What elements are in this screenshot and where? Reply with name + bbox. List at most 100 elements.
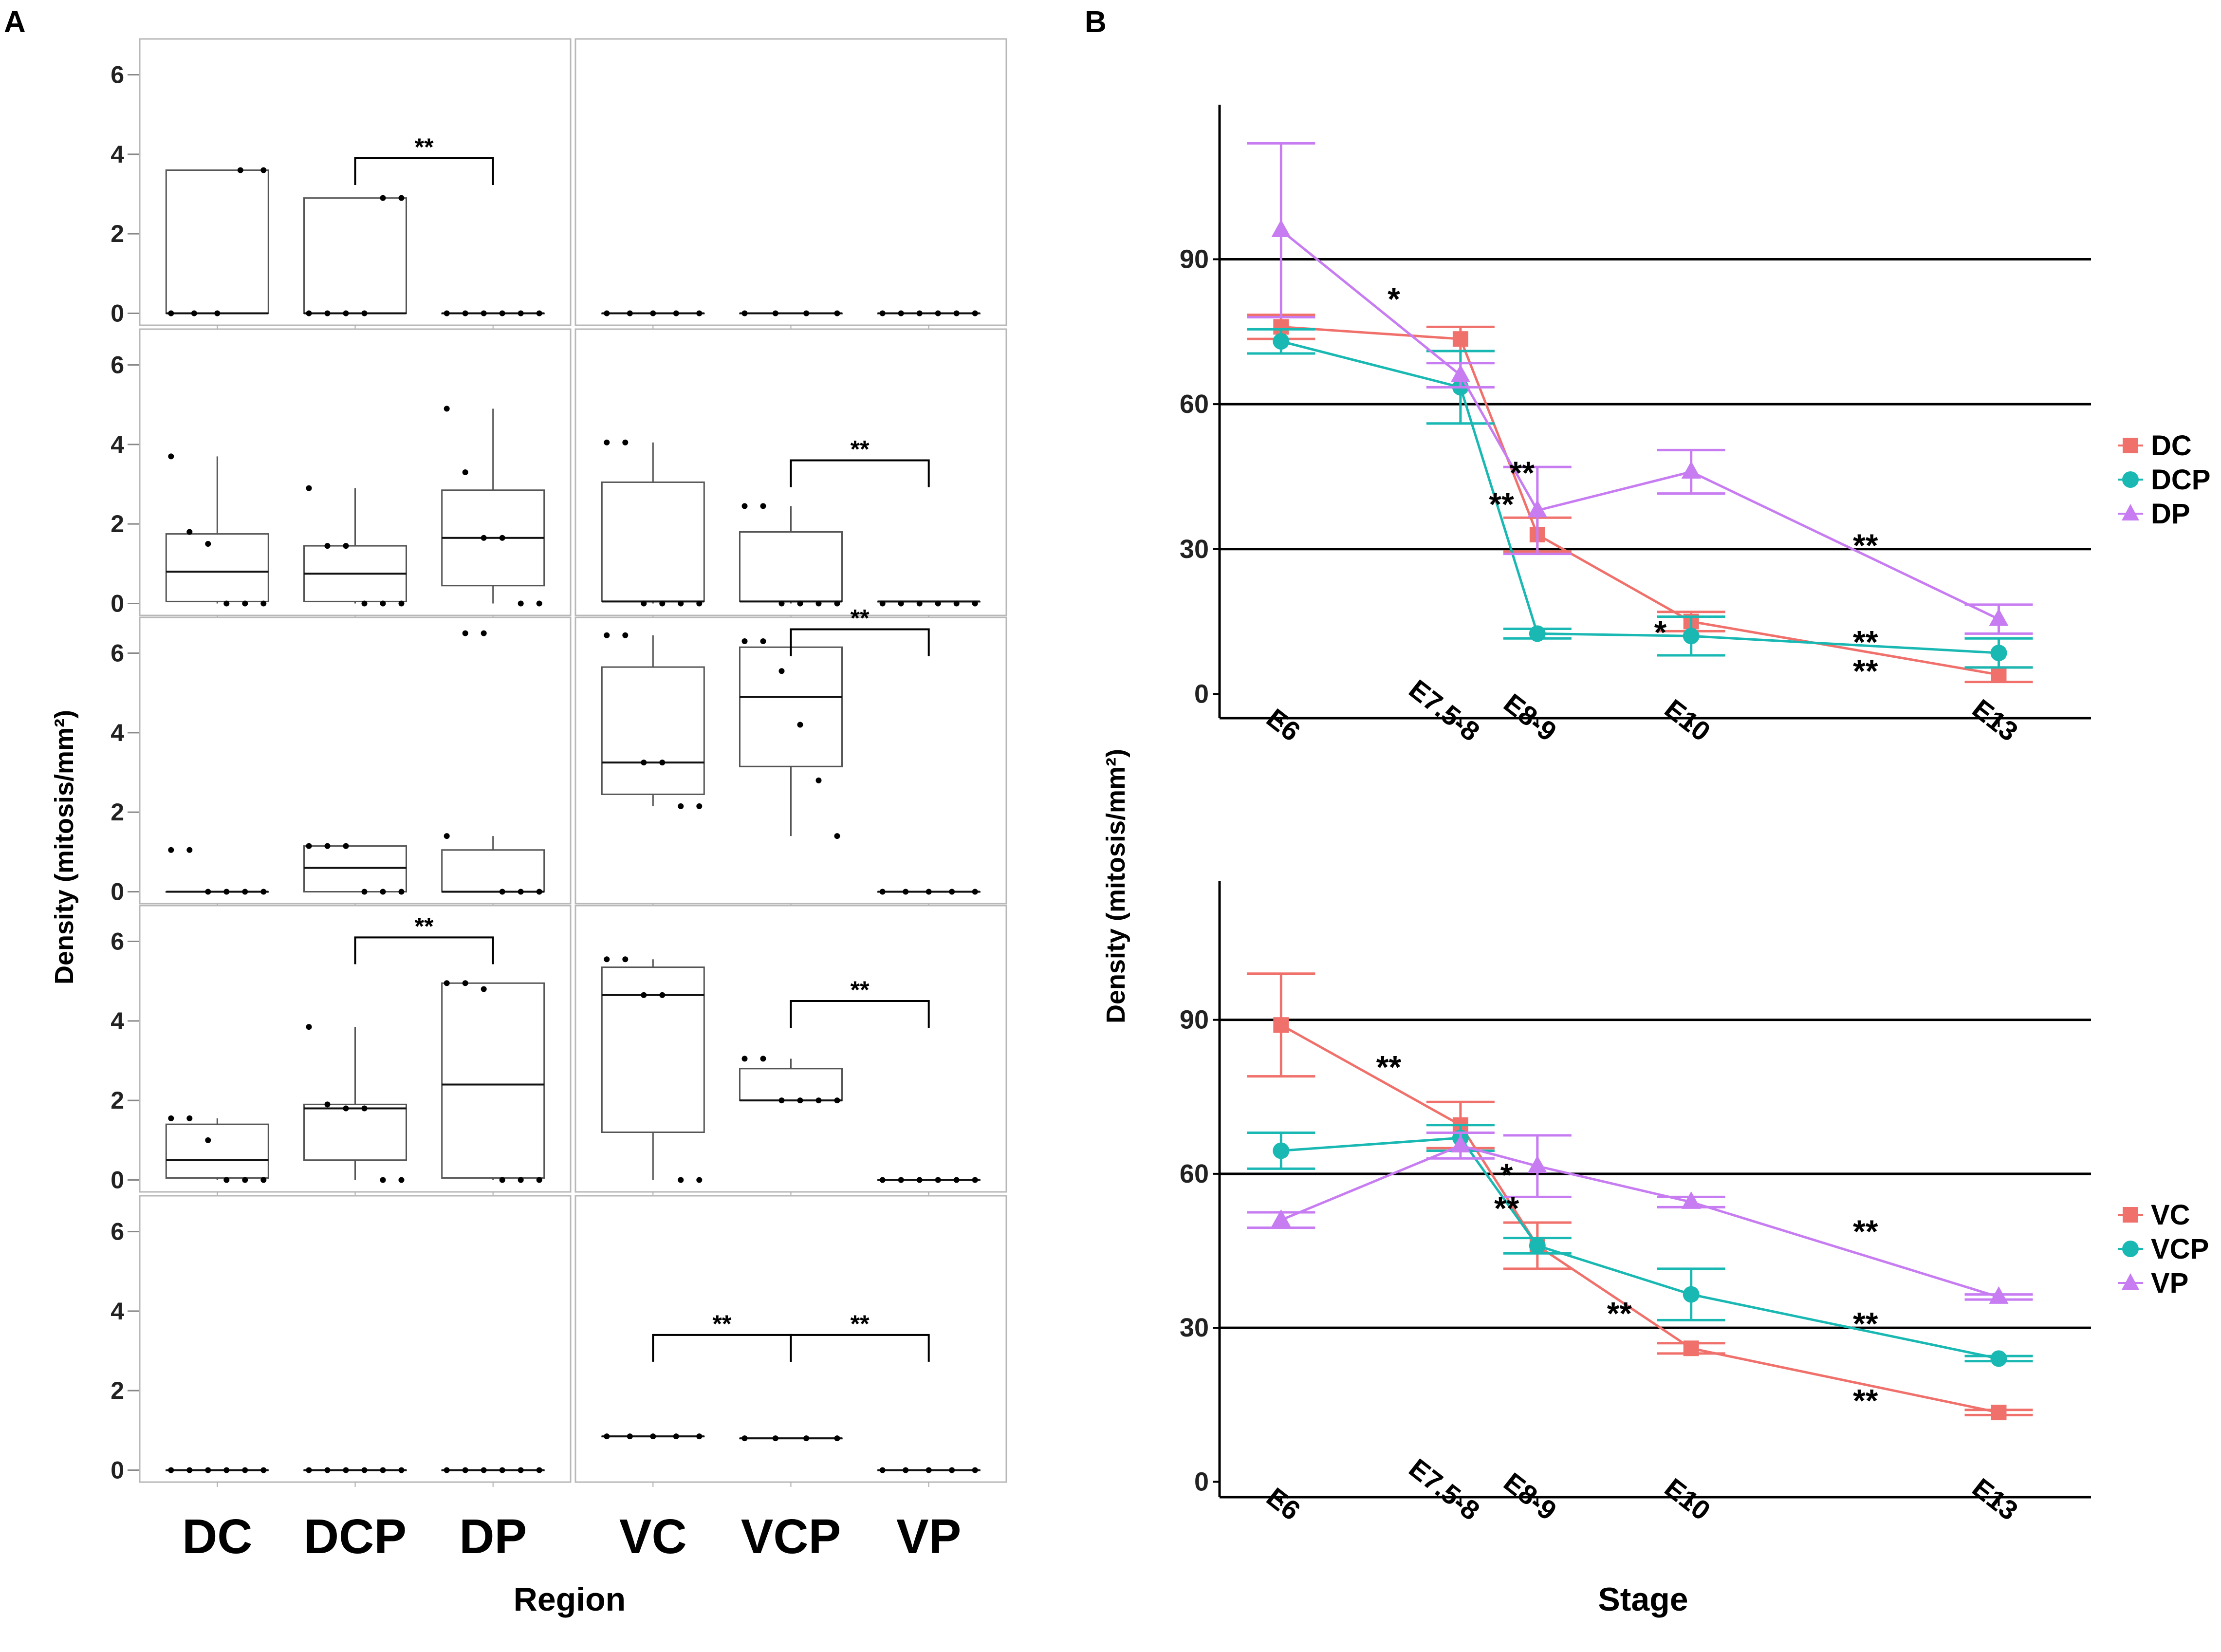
region-label-dcp: DCP bbox=[304, 1509, 407, 1564]
box-iqr bbox=[165, 533, 269, 602]
data-point bbox=[223, 1177, 230, 1183]
box-iqr bbox=[165, 169, 269, 314]
panel-b-y-axis-label: Density (mitosis/mm²) bbox=[1101, 749, 1130, 1023]
data-point bbox=[696, 803, 703, 809]
data-point bbox=[916, 1177, 923, 1183]
significance-annotation: * bbox=[1654, 614, 1667, 650]
data-point bbox=[237, 167, 243, 173]
data-point bbox=[898, 310, 904, 316]
data-point-circle bbox=[1683, 1286, 1700, 1303]
legend-marker-triangle bbox=[2122, 504, 2139, 520]
data-point bbox=[972, 310, 978, 316]
data-point bbox=[168, 847, 174, 853]
data-point bbox=[361, 310, 368, 316]
data-point bbox=[953, 310, 960, 316]
data-point bbox=[879, 600, 886, 607]
data-point bbox=[696, 310, 703, 316]
data-point-circle bbox=[1273, 333, 1290, 350]
panel-a-y-tick-label: 2 bbox=[111, 220, 124, 247]
panel-label-a: A bbox=[4, 5, 26, 39]
data-point bbox=[673, 310, 679, 316]
significance-label: ** bbox=[851, 436, 870, 463]
box-iqr bbox=[165, 1123, 269, 1179]
y-tick-label: 60 bbox=[1180, 1159, 1209, 1188]
data-point-square bbox=[1273, 1017, 1289, 1033]
data-point bbox=[879, 1177, 886, 1183]
data-point bbox=[462, 1467, 468, 1473]
data-point bbox=[361, 889, 368, 895]
data-point bbox=[223, 1467, 230, 1473]
significance-label: ** bbox=[851, 605, 870, 632]
data-point bbox=[499, 1467, 505, 1473]
significance-annotation: ** bbox=[1489, 486, 1514, 522]
series-line-dc bbox=[1281, 325, 1999, 676]
data-point bbox=[879, 310, 886, 316]
significance-bracket bbox=[354, 936, 494, 965]
data-point bbox=[242, 889, 248, 895]
panel-a-y-tick-label: 4 bbox=[111, 141, 124, 168]
legend-label-vcp: VCP bbox=[2151, 1233, 2209, 1265]
x-tick-label: E7.5-8 bbox=[1403, 1452, 1485, 1526]
data-point bbox=[481, 1467, 487, 1473]
data-point bbox=[380, 600, 386, 607]
data-point bbox=[741, 310, 748, 316]
panel-a-y-tick-label: 4 bbox=[111, 1298, 124, 1325]
data-point-triangle bbox=[1527, 1155, 1547, 1173]
box-iqr bbox=[441, 849, 545, 892]
data-point bbox=[898, 1177, 904, 1183]
panel-a-y-tick-label: 4 bbox=[111, 431, 124, 458]
data-point-square bbox=[1991, 667, 2007, 683]
data-point bbox=[214, 310, 221, 316]
series-line-vp bbox=[1280, 1144, 1999, 1299]
y-tick-label: 30 bbox=[1180, 535, 1209, 564]
data-point bbox=[949, 1467, 955, 1473]
data-point bbox=[772, 1435, 778, 1442]
data-point bbox=[343, 1105, 349, 1112]
data-point-triangle bbox=[1271, 219, 1291, 237]
series-line-vcp bbox=[1281, 1136, 1999, 1360]
box-iqr bbox=[739, 646, 843, 767]
box-iqr bbox=[441, 982, 545, 1179]
data-point bbox=[972, 600, 978, 607]
data-point bbox=[168, 1115, 174, 1121]
box-iqr bbox=[303, 1103, 407, 1161]
significance-annotation: * bbox=[1388, 281, 1400, 317]
significance-bracket bbox=[790, 1000, 930, 1028]
data-point bbox=[627, 310, 633, 316]
data-point bbox=[803, 310, 810, 316]
data-point bbox=[398, 600, 405, 607]
data-point bbox=[949, 889, 955, 895]
data-point-square bbox=[1683, 1340, 1699, 1356]
data-point bbox=[343, 1467, 349, 1473]
panel-a-y-tick-label: 4 bbox=[111, 719, 124, 746]
data-point bbox=[622, 632, 629, 638]
x-tick-label: E6 bbox=[1261, 1482, 1306, 1526]
data-point bbox=[696, 1177, 703, 1183]
panel-a-facet-frame bbox=[574, 38, 1007, 326]
data-point bbox=[935, 600, 941, 607]
legend-marker-triangle bbox=[2122, 1273, 2139, 1290]
data-point bbox=[380, 889, 386, 895]
panel-a-facet-frame bbox=[139, 1195, 572, 1483]
x-tick-label: E10 bbox=[1659, 693, 1716, 747]
data-point bbox=[741, 503, 748, 509]
data-point bbox=[760, 638, 766, 644]
region-label-vcp: VCP bbox=[741, 1509, 841, 1564]
data-point bbox=[627, 1433, 633, 1440]
data-point bbox=[306, 1467, 312, 1473]
box-iqr bbox=[303, 845, 407, 893]
data-point bbox=[191, 310, 197, 316]
data-point bbox=[879, 1467, 886, 1473]
data-point bbox=[242, 1467, 248, 1473]
region-label-vc: VC bbox=[619, 1509, 687, 1564]
region-label-vp: VP bbox=[896, 1509, 961, 1564]
data-point bbox=[903, 889, 909, 895]
data-point bbox=[879, 889, 886, 895]
data-point bbox=[622, 956, 629, 963]
data-point bbox=[462, 980, 468, 986]
data-point bbox=[916, 600, 923, 607]
panel-a-y-tick-label: 6 bbox=[111, 640, 124, 667]
data-point bbox=[499, 889, 505, 895]
